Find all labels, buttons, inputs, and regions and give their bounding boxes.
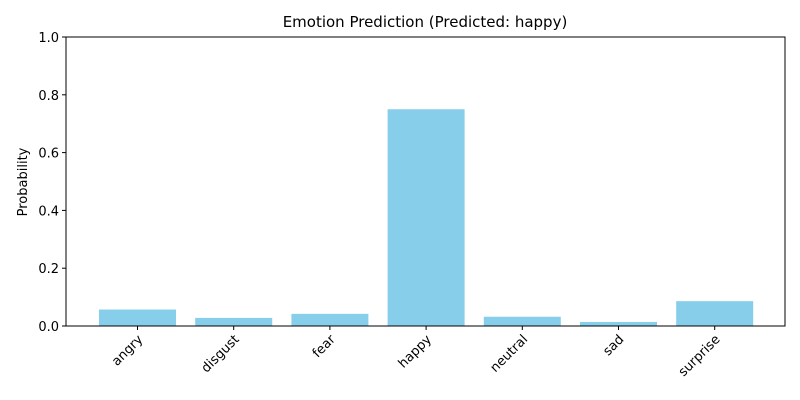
bar-fear <box>291 313 369 326</box>
y-tick-label: 1.0 <box>38 31 59 46</box>
x-tick-label-disgust: disgust <box>199 332 243 376</box>
x-tick-label-angry: angry <box>109 332 146 369</box>
x-tick-label-surprise: surprise <box>676 332 724 380</box>
x-tick-label-sad: sad <box>600 332 627 359</box>
y-tick-label: 0.4 <box>38 204 59 219</box>
y-axis-label: Probability <box>16 147 31 216</box>
chart-title: Emotion Prediction (Predicted: happy) <box>283 13 568 31</box>
y-tick-label: 0.0 <box>38 320 59 335</box>
bar-neutral <box>483 316 561 326</box>
bar-angry <box>99 309 176 326</box>
bars-group <box>99 109 754 326</box>
bar-disgust <box>195 317 273 326</box>
x-ticks-group: angry disgust fear happy neutral sad surprise <box>109 326 724 380</box>
y-tick-label: 0.8 <box>38 89 59 104</box>
x-tick-label-happy: happy <box>396 332 435 371</box>
plot-frame <box>65 36 786 327</box>
y-tick-label: 0.2 <box>38 262 59 277</box>
bar-happy <box>387 109 465 326</box>
x-tick-label-fear: fear <box>310 332 339 361</box>
x-tick-label-neutral: neutral <box>488 332 531 375</box>
y-tick-label: 0.6 <box>38 147 59 162</box>
bar-surprise <box>676 301 754 326</box>
bar-sad <box>580 321 657 326</box>
y-ticks-group: 0.0 0.2 0.4 0.6 0.8 1.0 <box>38 31 66 335</box>
